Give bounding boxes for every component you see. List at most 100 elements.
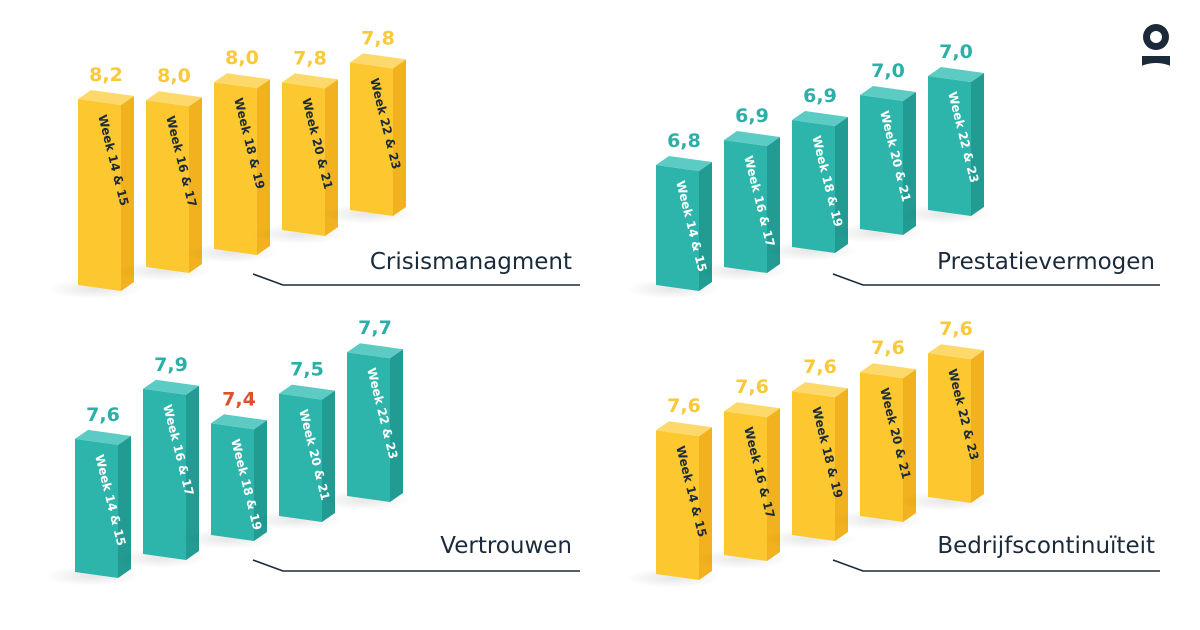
chart-title-underline: [832, 273, 1160, 286]
bar-value-label: 6,9: [803, 85, 837, 107]
bar-front: [928, 353, 971, 503]
bar-top: [928, 344, 984, 360]
bar-front: [75, 438, 118, 578]
bar-front: [78, 99, 121, 291]
bar-top: [146, 91, 202, 107]
bar-value-label: 7,0: [939, 41, 973, 63]
bar-front: [928, 76, 971, 216]
bar-top: [928, 67, 984, 82]
bar-top: [350, 53, 406, 69]
bar-value-label: 7,7: [358, 317, 392, 339]
bar-front: [860, 372, 903, 522]
bar-value-label: 7,6: [667, 395, 701, 417]
bar-side: [699, 427, 712, 580]
bar-side: [903, 369, 916, 522]
bar-side: [254, 420, 267, 541]
bar-top: [860, 363, 916, 379]
bar-top: [792, 382, 848, 398]
bar-front: [656, 165, 699, 291]
bar-front: [656, 430, 699, 580]
bar-side: [393, 59, 406, 217]
bar-value-label: 7,6: [871, 337, 905, 359]
bar-top: [279, 384, 335, 400]
bar-value-label: 7,6: [939, 318, 973, 340]
bar-top: [656, 156, 712, 171]
chart-title-underline: [252, 559, 580, 572]
bar-top: [860, 86, 916, 101]
bar-front: [214, 82, 257, 255]
bar-side: [835, 388, 848, 541]
bar-side: [121, 96, 134, 291]
bar-side: [971, 350, 984, 503]
bar-front: [350, 62, 393, 217]
bar-value-label: 7,6: [86, 404, 120, 426]
bar-value-label: 7,8: [293, 47, 327, 69]
bar-side: [971, 73, 984, 216]
bar-front: [282, 82, 325, 237]
bar-value-label: 7,4: [222, 388, 256, 410]
bar-value-label: 7,8: [361, 27, 395, 49]
bar-top: [143, 379, 199, 395]
bar-value-label: 6,9: [735, 105, 769, 127]
chart-title: Prestatievermogen: [937, 249, 1155, 275]
chart-title-underline: [252, 273, 580, 286]
bar-value-label: 8,0: [157, 65, 191, 87]
bar-side: [390, 349, 403, 502]
bar-top: [214, 73, 270, 89]
bar-front: [792, 391, 835, 541]
bar-side: [767, 137, 780, 273]
chart-title: Vertrouwen: [440, 533, 572, 559]
bar-side: [903, 92, 916, 235]
bar-side: [322, 390, 335, 522]
bar-top: [78, 90, 134, 105]
bar-value-label: 8,0: [225, 47, 259, 69]
bar-top: [347, 343, 403, 359]
bar-side: [699, 162, 712, 291]
bar-front: [211, 423, 254, 541]
bar-value-label: 7,6: [803, 356, 837, 378]
bar-value-label: 8,2: [89, 64, 123, 86]
bar-top: [792, 111, 848, 126]
bar-top: [282, 73, 338, 89]
bar-front: [279, 393, 322, 522]
bar-value-label: 7,5: [290, 359, 324, 381]
bar-top: [75, 429, 131, 445]
bar-front: [146, 100, 189, 273]
bar-front: [143, 388, 186, 560]
bar-side: [257, 79, 270, 255]
bar-top: [656, 421, 712, 437]
bar-value-label: 7,6: [735, 376, 769, 398]
chart-title-underline: [832, 559, 1160, 572]
bar-front: [860, 95, 903, 235]
person-pin-logo-icon: [1138, 20, 1174, 68]
bar-value-label: 7,0: [871, 60, 905, 82]
chart-title: Bedrijfscontinuïteit: [937, 533, 1155, 559]
bar-side: [118, 435, 131, 578]
bar-side: [835, 117, 848, 253]
bar-front: [724, 140, 767, 273]
bar-top: [724, 402, 780, 418]
bar-top: [211, 414, 267, 430]
